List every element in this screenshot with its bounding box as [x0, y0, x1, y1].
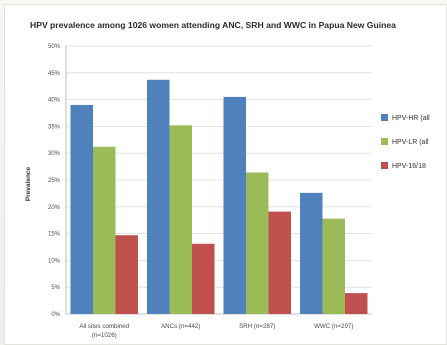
category-label: All sites combined — [79, 323, 129, 330]
legend-label: HPV-HR (all — [392, 115, 430, 122]
y-tick-label: 50% — [48, 44, 61, 50]
legend-swatch — [381, 162, 388, 169]
category-label: (n=1026) — [92, 332, 117, 339]
y-tick-label: 15% — [48, 232, 61, 238]
legend-label: HPV-16/18 — [392, 163, 426, 170]
y-tick-label: 40% — [48, 98, 61, 104]
bar — [192, 243, 215, 314]
chart-title: HPV prevalence among 1026 women attendin… — [30, 20, 396, 30]
legend-label: HPV-LR (all — [392, 139, 429, 146]
y-tick-label: 35% — [48, 124, 61, 130]
bar — [147, 79, 170, 314]
legend-swatch — [381, 114, 388, 121]
bar — [300, 192, 323, 314]
bar — [246, 172, 269, 314]
category-label: WWC (n=297) — [314, 323, 353, 330]
bar — [115, 235, 138, 314]
bar — [223, 96, 246, 314]
bar — [169, 125, 192, 314]
bar — [268, 211, 291, 314]
y-tick-label: 30% — [48, 151, 61, 157]
bar — [322, 218, 345, 314]
y-tick-label: 10% — [48, 258, 61, 264]
y-tick-label: 25% — [48, 178, 61, 184]
y-axis-title: Prevalence — [25, 166, 32, 201]
bar — [345, 293, 368, 314]
bar — [93, 146, 116, 314]
category-label: SRH (n=287) — [239, 323, 275, 330]
legend-swatch — [381, 138, 388, 145]
y-tick-label: 0% — [51, 312, 60, 318]
y-tick-label: 20% — [48, 205, 61, 211]
category-label: ANCs (n=442) — [161, 323, 200, 330]
bar — [70, 104, 93, 315]
y-tick-label: 45% — [48, 71, 61, 77]
y-tick-label: 5% — [51, 285, 60, 291]
